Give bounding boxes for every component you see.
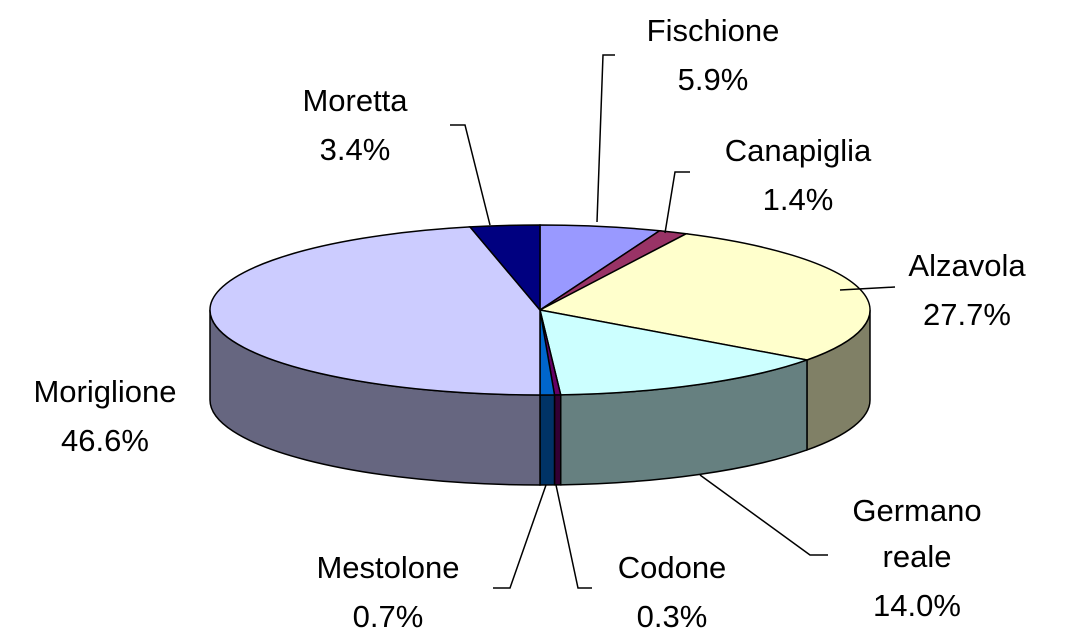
slice (209, 226, 541, 396)
label-name: Canapiglia (724, 133, 872, 168)
label-name: Germano reale (852, 493, 982, 574)
label-name: Moriglione (33, 374, 177, 409)
leader-line (493, 484, 547, 589)
label-value: 27.7% (923, 297, 1011, 332)
data-label: Mestolone 0.7% (278, 545, 498, 633)
slice (538, 309, 810, 396)
label-name: Mestolone (316, 550, 460, 585)
data-label: Germano reale 14.0% (832, 488, 1002, 632)
leader-line (596, 54, 615, 223)
slice (468, 224, 541, 313)
leader-line (450, 124, 491, 226)
data-label: Fischione 5.9% (603, 8, 823, 106)
label-value: 3.4% (319, 132, 391, 167)
label-value: 0.7% (352, 599, 424, 633)
label-name: Moretta (302, 83, 408, 118)
label-value: 0.3% (636, 599, 708, 633)
leader-line (555, 484, 592, 589)
data-label: Alzavola 27.7% (857, 243, 1070, 341)
label-value: 46.6% (61, 423, 149, 458)
data-label: Moriglione 46.6% (0, 369, 215, 467)
label-name: Codone (617, 550, 727, 585)
slice-side (553, 394, 562, 486)
label-value: 5.9% (677, 62, 749, 97)
label-value: 14.0% (873, 588, 961, 623)
data-label: Moretta 3.4% (245, 78, 465, 176)
label-name: Alzavola (908, 248, 1026, 283)
leader-line (664, 171, 690, 234)
leader-line (699, 474, 828, 556)
data-label: Codone 0.3% (562, 545, 782, 633)
label-name: Fischione (646, 13, 780, 48)
slice (539, 224, 662, 312)
slice-side (539, 394, 556, 486)
label-value: 1.4% (762, 182, 834, 217)
data-label: Canapiglia 1.4% (688, 128, 908, 226)
leader-line (839, 286, 896, 291)
